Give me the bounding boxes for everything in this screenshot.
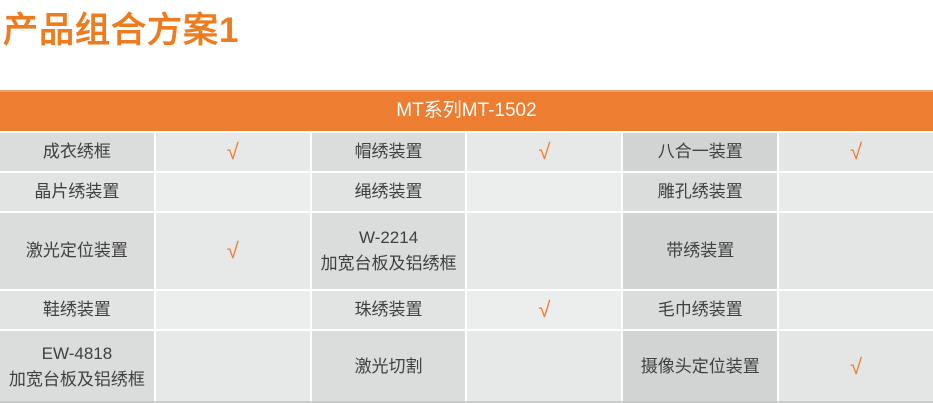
- table-body: 成衣绣框 √ 帽绣装置 √ 八合一装置 √ 晶片绣装置 绳绣装置 雕孔绣装置 激…: [0, 133, 933, 403]
- check-cell: √: [779, 331, 933, 403]
- product-cell: 带绣装置: [623, 213, 778, 289]
- product-cell: 鞋绣装置: [0, 291, 154, 329]
- table-bottom-border: [0, 401, 933, 403]
- product-cell: 毛巾绣装置: [623, 291, 778, 329]
- check-cell: √: [467, 133, 622, 171]
- check-cell: [467, 213, 622, 289]
- check-cell: [155, 173, 310, 211]
- check-cell: √: [467, 291, 622, 329]
- check-cell: [779, 173, 933, 211]
- product-cell: W-2214 加宽台板及铝绣框: [311, 213, 466, 289]
- check-cell: [155, 291, 310, 329]
- product-combination-table: MT系列MT-1502 成衣绣框 √ 帽绣装置 √ 八合一装置 √ 晶片绣装置 …: [0, 90, 933, 403]
- product-cell: 珠绣装置: [311, 291, 466, 329]
- check-cell: √: [155, 133, 310, 171]
- product-cell: 绳绣装置: [311, 173, 466, 211]
- product-cell: 激光定位装置: [0, 213, 154, 289]
- page-title: 产品组合方案1: [3, 11, 240, 50]
- check-cell: [779, 213, 933, 289]
- check-cell: [155, 331, 310, 403]
- product-cell: 帽绣装置: [311, 133, 466, 171]
- check-cell: [779, 291, 933, 329]
- product-cell: 激光切割: [311, 331, 466, 403]
- table-header-series-model: MT系列MT-1502: [0, 90, 933, 131]
- product-cell: 雕孔绣装置: [623, 173, 778, 211]
- check-cell: [467, 173, 622, 211]
- product-cell: EW-4818 加宽台板及铝绣框: [0, 331, 154, 403]
- check-cell: √: [779, 133, 933, 171]
- check-cell: √: [155, 213, 310, 289]
- check-cell: [467, 331, 622, 403]
- product-cell: 摄像头定位装置: [623, 331, 778, 403]
- product-cell: 八合一装置: [623, 133, 778, 171]
- product-cell: 晶片绣装置: [0, 173, 154, 211]
- product-cell: 成衣绣框: [0, 133, 154, 171]
